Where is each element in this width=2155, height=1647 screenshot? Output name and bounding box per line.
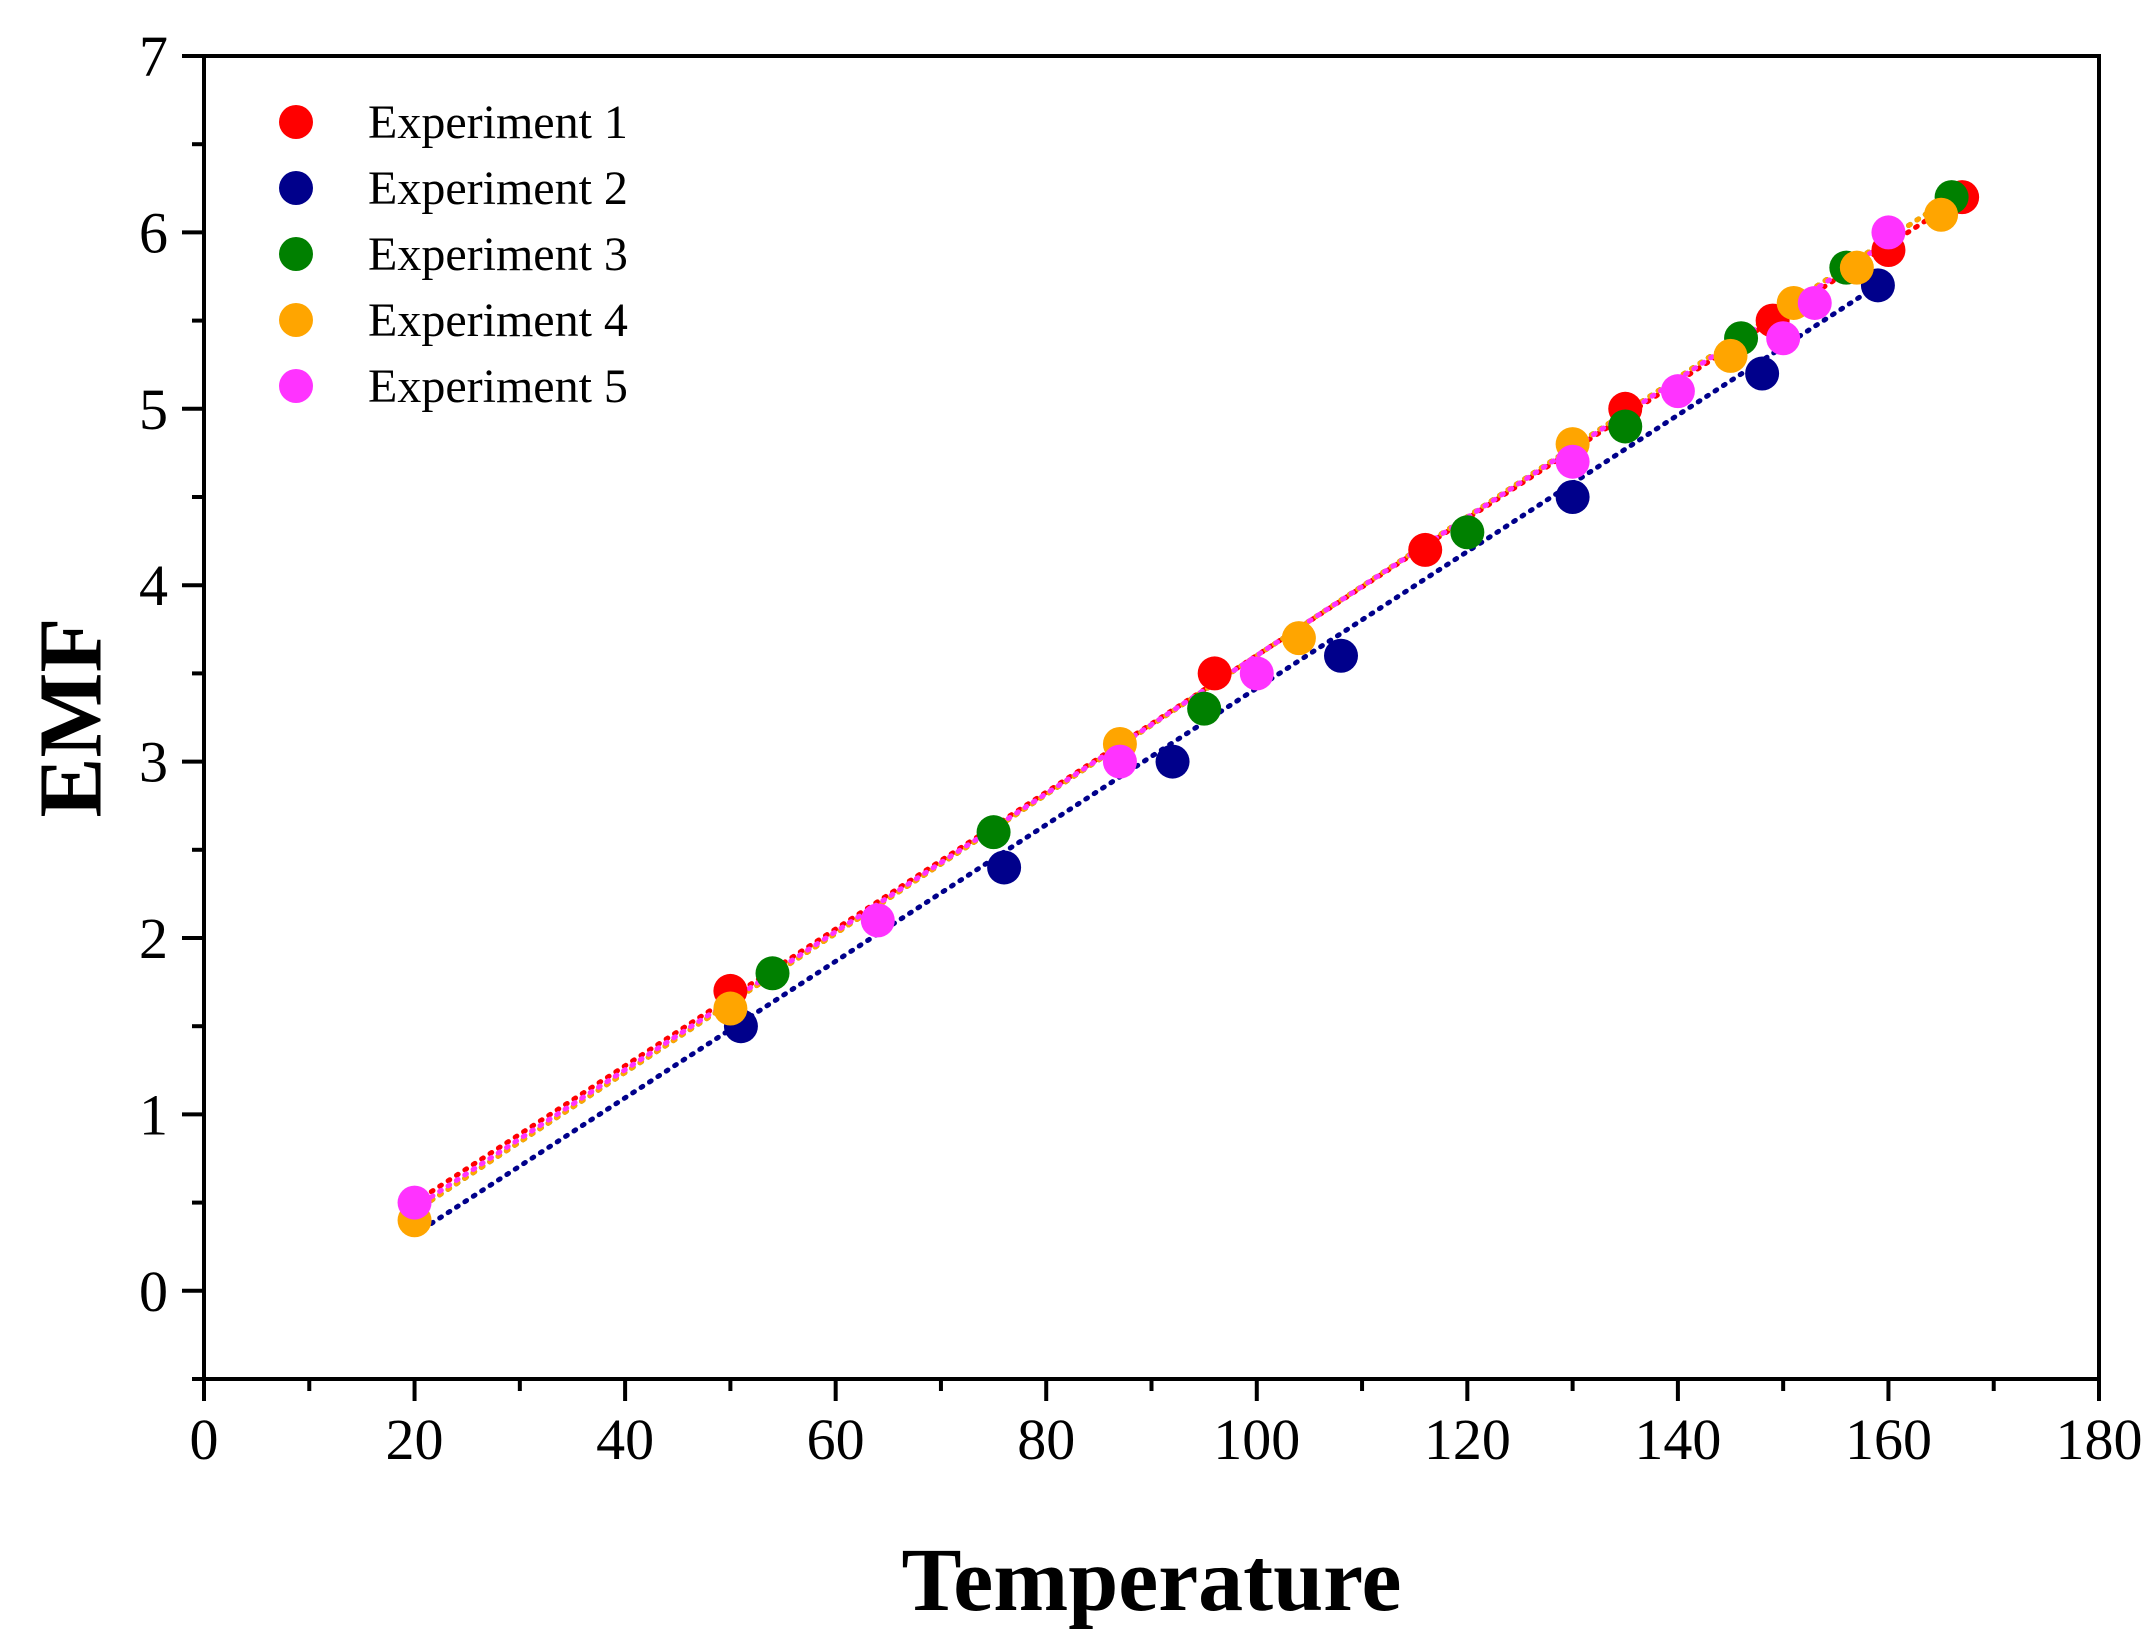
x-tick-label: 160: [1845, 1407, 1932, 1472]
legend-label: Experiment 2: [368, 162, 628, 215]
data-point: [1155, 744, 1190, 779]
legend-marker: [279, 105, 313, 139]
data-point: [1839, 250, 1874, 285]
data-point: [1102, 744, 1137, 779]
data-point: [713, 991, 748, 1026]
data-point: [1408, 532, 1443, 567]
legend-marker: [279, 237, 313, 271]
y-tick-label: 4: [139, 553, 168, 618]
data-point: [755, 956, 790, 991]
data-point: [1281, 621, 1316, 656]
tick-labels: 0 20 40 60 80 100 120 140 160 180 0 1 2 3 4 5 6 7: [139, 24, 2143, 1472]
data-point: [1197, 656, 1232, 691]
data-point: [1324, 638, 1358, 673]
data-point: [397, 1185, 432, 1220]
x-axis-title: Temperature: [902, 1531, 1402, 1630]
data-points: [397, 180, 1980, 1238]
trendline-experiment-2: [412, 282, 1881, 1237]
data-point: [987, 850, 1022, 885]
axis-ticks: [182, 54, 2101, 1401]
x-tick-label: 80: [1017, 1407, 1075, 1472]
legend-label: Experiment 5: [368, 360, 628, 413]
y-tick-label: 6: [139, 200, 168, 265]
y-tick-label: 2: [139, 906, 168, 971]
legend-marker: [279, 171, 313, 205]
data-point: [1555, 444, 1590, 479]
x-tick-label: 60: [807, 1407, 865, 1472]
x-tick-label: 180: [2056, 1407, 2143, 1472]
y-tick-label: 0: [139, 1259, 168, 1324]
legend-label: Experiment 4: [368, 294, 628, 347]
legend-label: Experiment 1: [368, 96, 628, 149]
y-axis-title: EMF: [22, 618, 121, 818]
data-point: [1797, 285, 1832, 320]
y-tick-label: 5: [139, 377, 168, 442]
data-point: [1450, 515, 1485, 550]
legend-label: Experiment 3: [368, 228, 628, 281]
x-tick-label: 120: [1424, 1407, 1511, 1472]
data-point: [1924, 197, 1959, 232]
x-tick-label: 140: [1634, 1407, 1721, 1472]
legend: Experiment 1 Experiment 2 Experiment 3 Expe…: [279, 96, 628, 413]
data-point: [860, 903, 895, 938]
series-experiment-5: [397, 215, 1906, 1220]
data-point: [1660, 374, 1695, 409]
data-point: [1608, 409, 1643, 444]
data-point: [1239, 656, 1274, 691]
data-point: [1713, 338, 1748, 373]
data-point: [1745, 356, 1780, 391]
y-tick-label: 3: [139, 730, 168, 795]
y-tick-label: 7: [139, 24, 168, 89]
series-experiment-4: [397, 197, 1959, 1238]
data-point: [1766, 321, 1801, 356]
trendlines: [412, 194, 1965, 1237]
data-point: [1555, 480, 1590, 514]
x-tick-label: 100: [1213, 1407, 1300, 1472]
series-experiment-2: [723, 268, 1895, 1044]
x-tick-label: 0: [190, 1407, 219, 1472]
legend-marker: [279, 369, 313, 403]
legend-marker: [279, 303, 313, 337]
data-point: [976, 815, 1011, 850]
data-point: [1187, 691, 1222, 726]
x-tick-label: 20: [386, 1407, 444, 1472]
trendline-experiment-5: [412, 238, 1891, 1211]
x-tick-label: 40: [596, 1407, 654, 1472]
y-tick-label: 1: [139, 1082, 168, 1147]
data-point: [1871, 215, 1906, 250]
